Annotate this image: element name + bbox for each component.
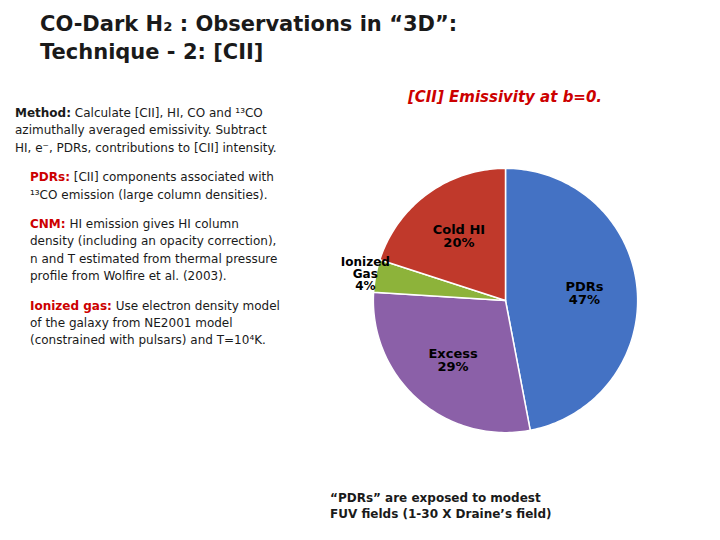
- html-text:“PDRs” are exposed to modest F: “PDRs” are exposed to modest FUV fields …: [330, 491, 552, 522]
- html-text:[CII] Emissivity at b=0.: [CII] Emissivity at b=0.: [407, 88, 603, 106]
- html-text:PDRs: [CII] components associa: PDRs: [CII] components associated with ¹…: [30, 170, 274, 202]
- html-text:CO-Dark H₂ : Observations in “: CO-Dark H₂ : Observations in “3D”: Techn…: [40, 12, 458, 65]
- html-text:Ionized gas: Use electron dens: Ionized gas: Use electron density model …: [30, 298, 280, 348]
- html-text:Method: Calculate [CII], HI, C: Method: Calculate [CII], HI, CO and ¹³CO…: [15, 106, 277, 155]
- svg-text:IonizedGas4%: IonizedGas4%: [341, 255, 390, 293]
- svg-text:PDRs47%: PDRs47%: [565, 279, 603, 307]
- html-text:CNM: HI emission gives HI colu: CNM: HI emission gives HI column density…: [30, 217, 278, 284]
- svg-text:Cold HI20%: Cold HI20%: [433, 222, 485, 250]
- svg-text:Excess29%: Excess29%: [428, 346, 478, 374]
